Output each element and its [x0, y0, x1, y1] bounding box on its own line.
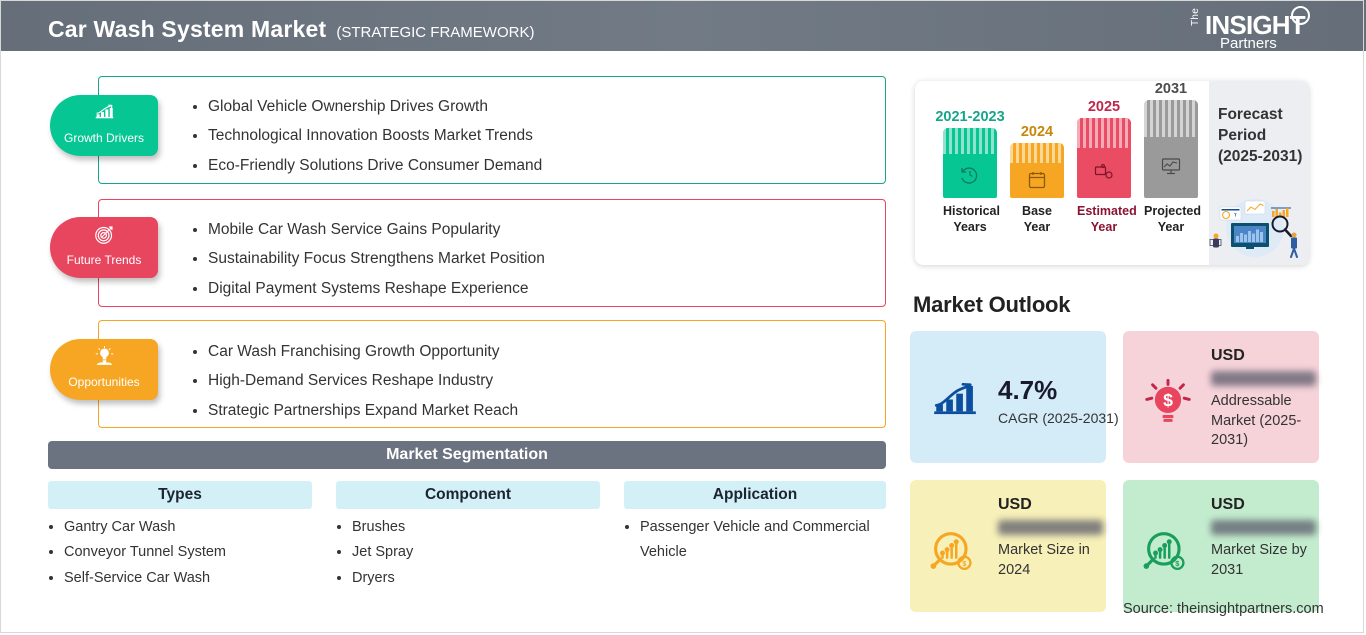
svg-text:$: $ — [1163, 390, 1173, 410]
svg-text:$: $ — [1175, 559, 1180, 568]
svg-text:$: $ — [962, 559, 967, 568]
svg-text:T: T — [1234, 213, 1237, 218]
